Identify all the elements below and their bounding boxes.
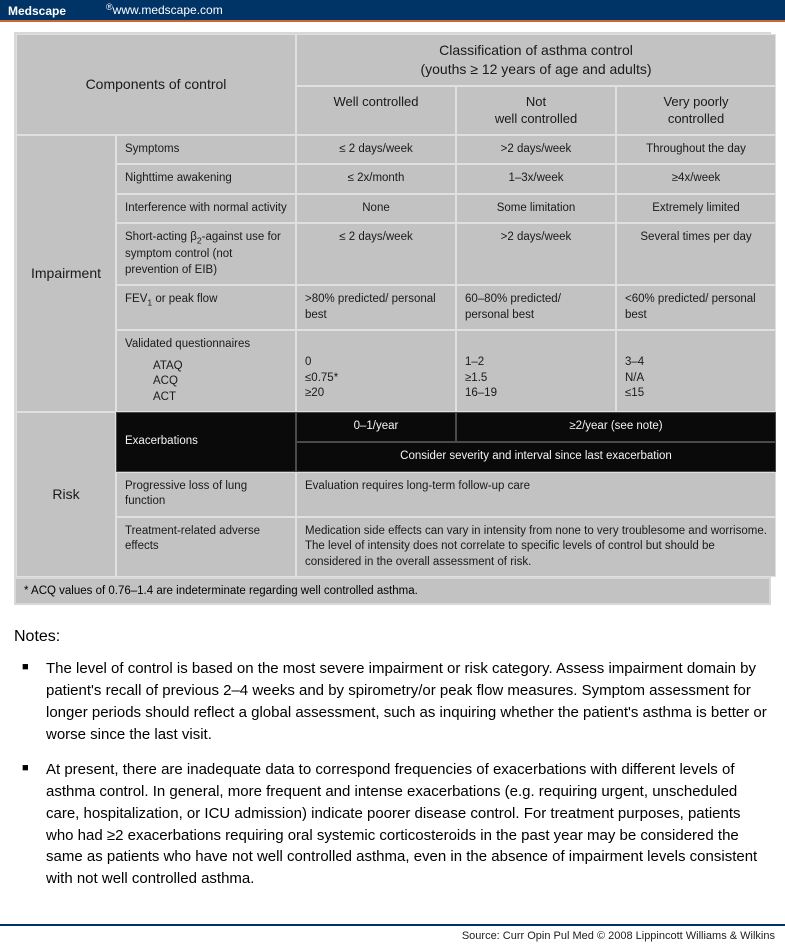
col-well-controlled: Well controlled — [296, 86, 456, 135]
brand: Medscape® — [8, 2, 113, 18]
classification-header: Classification of asthma control (youths… — [296, 34, 776, 86]
notes-section: Notes: The level of control is based on … — [0, 611, 785, 924]
row-questionnaires-very: 3–4 N/A ≤15 — [616, 330, 776, 412]
note-item-1: The level of control is based on the mos… — [22, 658, 771, 745]
row-nighttime-not: 1–3x/week — [456, 164, 616, 194]
row-symptoms-well: ≤ 2 days/week — [296, 135, 456, 165]
risk-label: Risk — [16, 412, 116, 577]
row-saba-well: ≤ 2 days/week — [296, 223, 456, 285]
site-url[interactable]: www.medscape.com — [113, 3, 223, 17]
impairment-label: Impairment — [16, 135, 116, 413]
row-symptoms-name: Symptoms — [116, 135, 296, 165]
row-symptoms-not: >2 days/week — [456, 135, 616, 165]
topbar: Medscape® www.medscape.com — [0, 0, 785, 22]
row-exacerbations-well: 0–1/year — [296, 412, 456, 442]
row-interference-well: None — [296, 194, 456, 224]
row-fev-name: FEV1 or peak flow — [116, 285, 296, 330]
row-nighttime-very: ≥4x/week — [616, 164, 776, 194]
col-not-well-controlled: Notwell controlled — [456, 86, 616, 135]
row-questionnaires-well: 0 ≤0.75* ≥20 — [296, 330, 456, 412]
asthma-table: Components of control Classification of … — [14, 32, 771, 579]
row-questionnaires-not: 1–2 ≥1.5 16–19 — [456, 330, 616, 412]
row-interference-not: Some limitation — [456, 194, 616, 224]
acq-footnote: * ACQ values of 0.76–1.4 are indetermina… — [14, 579, 771, 605]
row-saba-not: >2 days/week — [456, 223, 616, 285]
row-fev-very: <60% predicted/ personal best — [616, 285, 776, 330]
row-progressive-name: Progressive loss of lung function — [116, 472, 296, 517]
row-nighttime-name: Nighttime awakening — [116, 164, 296, 194]
row-fev-not: 60–80% predicted/ personal best — [456, 285, 616, 330]
row-exacerbations-rest: ≥2/year (see note) — [456, 412, 776, 442]
row-progressive-text: Evaluation requires long-term follow-up … — [296, 472, 776, 517]
row-symptoms-very: Throughout the day — [616, 135, 776, 165]
notes-title: Notes: — [14, 625, 771, 648]
row-fev-well: >80% predicted/ personal best — [296, 285, 456, 330]
row-interference-name: Interference with normal activity — [116, 194, 296, 224]
row-saba-name: Short-acting β2-against use for symptom … — [116, 223, 296, 285]
row-questionnaires-name: Validated questionnaires ATAQ ACQ ACT — [116, 330, 296, 412]
table-wrapper: Components of control Classification of … — [0, 22, 785, 611]
col-very-poorly-controlled: Very poorlycontrolled — [616, 86, 776, 135]
source-bar: Source: Curr Opin Pul Med © 2008 Lippinc… — [0, 924, 785, 946]
row-exacerbations-consider: Consider severity and interval since las… — [296, 442, 776, 472]
note-item-2: At present, there are inadequate data to… — [22, 759, 771, 890]
row-exacerbations-name: Exacerbations — [116, 412, 296, 471]
row-nighttime-well: ≤ 2x/month — [296, 164, 456, 194]
row-treatment-name: Treatment-related adverse effects — [116, 517, 296, 578]
row-treatment-text: Medication side effects can vary in inte… — [296, 517, 776, 578]
row-interference-very: Extremely limited — [616, 194, 776, 224]
row-saba-very: Several times per day — [616, 223, 776, 285]
components-header: Components of control — [16, 34, 296, 135]
